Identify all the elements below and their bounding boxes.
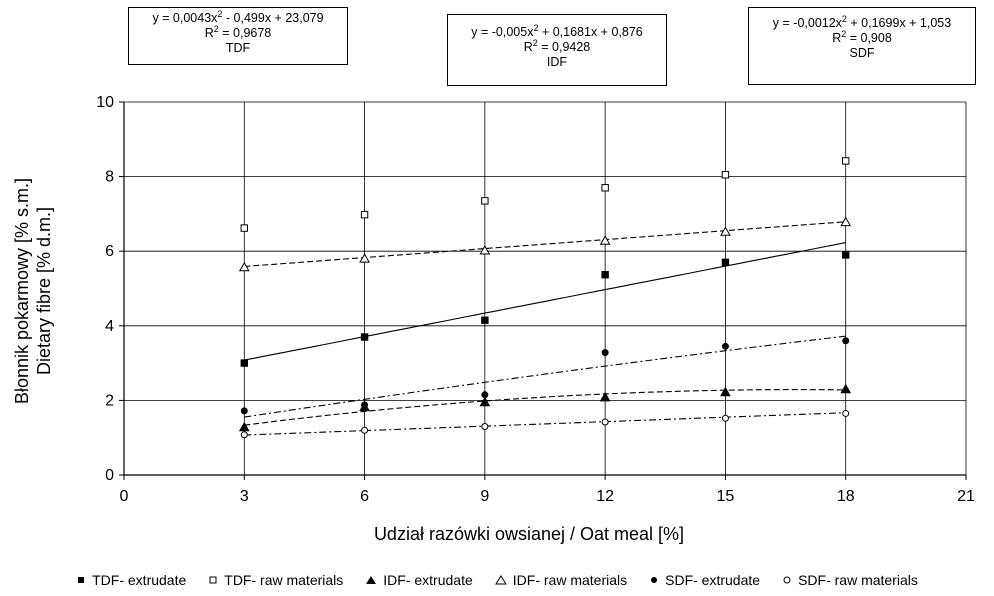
legend: TDF- extrudate TDF- raw materials IDF- e… [0, 572, 994, 588]
legend-label: TDF- extrudate [92, 572, 187, 588]
y-tick-label: 6 [105, 243, 114, 260]
open-circle-marker-icon [783, 576, 791, 584]
x-tick-label: 3 [240, 488, 249, 505]
x-tick-label: 21 [957, 488, 975, 505]
data-point-circle [721, 414, 729, 422]
trendline [244, 242, 846, 361]
data-point-triangle [479, 396, 491, 407]
r-squared-text: = 0,908 [846, 31, 892, 45]
data-point-triangle [840, 216, 852, 227]
y-tick-label: 2 [105, 392, 114, 409]
x-tick-label: 12 [596, 488, 614, 505]
r-squared-text: = 0,9678 [218, 26, 272, 40]
data-point-square [240, 359, 248, 367]
data-point-triangle [599, 235, 611, 245]
chart-canvas: 0 2 4 6 8 10 0 3 6 9 12 15 18 21 Udział razówki owsia… [12, 94, 975, 544]
y-axis-label-line2: Dietary fibre [% d.m.] [34, 207, 54, 375]
legend-item-sdf-raw: SDF- raw materials [782, 572, 918, 588]
data-points [238, 157, 852, 439]
y-tick-label: 0 [105, 467, 114, 484]
data-point-triangle [238, 421, 250, 432]
x-tick-label: 9 [480, 488, 489, 505]
data-point-circle [240, 431, 248, 439]
data-point-square [601, 270, 609, 279]
legend-label: SDF- raw materials [798, 572, 918, 588]
equation-label: IDF [546, 55, 568, 69]
r-squared-text: = 0,9428 [537, 40, 591, 54]
tick-labels: 0 2 4 6 8 10 0 3 6 9 12 15 18 21 [96, 94, 975, 505]
open-square-marker-icon [209, 576, 217, 584]
data-point-square [360, 210, 369, 219]
filled-circle-marker-icon [651, 577, 658, 583]
grid-lines [124, 101, 967, 476]
equation-box-tdf: y = 0,0043x2 - 0,499x + 23,079 R2 = 0,96… [128, 7, 348, 65]
legend-label: IDF- raw materials [512, 572, 628, 588]
data-point-square [721, 171, 730, 179]
y-tick-label: 8 [105, 169, 114, 186]
legend-item-idf-extrudate: IDF- extrudate [365, 572, 473, 588]
legend-label: IDF- extrudate [383, 572, 473, 588]
equation-text: y = 0,0043x [152, 11, 218, 25]
data-point-circle [361, 401, 369, 409]
data-point-square [240, 224, 248, 232]
data-point-triangle [720, 226, 731, 236]
x-tick-label: 6 [360, 488, 369, 505]
x-tick-label: 18 [837, 488, 855, 505]
data-point-circle [481, 423, 489, 431]
trendlines [244, 221, 846, 436]
trendline [244, 412, 846, 436]
data-point-square [601, 184, 609, 192]
legend-item-tdf-extrudate: TDF- extrudate [76, 572, 186, 588]
filled-square-marker-icon [78, 577, 85, 583]
data-point-circle [842, 409, 850, 417]
equation-label: TDF [225, 41, 251, 55]
data-point-triangle [599, 391, 611, 402]
legend-item-sdf-extrudate: SDF- extrudate [649, 572, 760, 588]
equation-text: - 0,499x + 23,079 [222, 11, 324, 25]
data-point-circle [481, 391, 489, 399]
data-point-triangle [479, 244, 491, 255]
equation-text: + 0,1699x + 1,053 [846, 16, 952, 30]
data-point-circle [842, 337, 850, 345]
equation-box-sdf: y = -0,0012x2 + 0,1699x + 1,053 R2 = 0,9… [748, 7, 976, 85]
equation-text: + 0,1681x + 0,876 [538, 25, 643, 39]
data-point-square [481, 316, 489, 324]
x-tick-label: 15 [717, 488, 735, 505]
data-point-circle [721, 342, 729, 350]
data-point-circle [361, 426, 369, 434]
data-point-square [481, 197, 489, 205]
trendline [244, 389, 846, 426]
trendline [244, 221, 846, 268]
data-point-circle [601, 349, 609, 357]
legend-item-tdf-raw: TDF- raw materials [208, 572, 343, 588]
open-triangle-marker-icon [494, 575, 507, 585]
equation-box-idf: y = -0,005x2 + 0,1681x + 0,876 R2 = 0,94… [447, 14, 667, 86]
data-point-square [842, 251, 850, 259]
y-axis-label-line1: Błonnik pokarmowy [% s.m.] [12, 178, 32, 404]
data-point-circle [240, 407, 248, 415]
data-point-square [842, 157, 850, 165]
legend-label: SDF- extrudate [665, 572, 761, 588]
data-point-square [721, 258, 730, 267]
data-point-triangle [238, 261, 250, 272]
y-tick-label: 10 [96, 94, 114, 111]
data-point-circle [601, 418, 609, 426]
filled-triangle-marker-icon [366, 576, 377, 584]
data-point-triangle [720, 386, 731, 397]
equation-text: y = -0,0012x [772, 16, 842, 30]
x-axis-label: Udział razówki owsianej / Oat meal [%] [374, 524, 684, 544]
legend-item-idf-raw: IDF- raw materials [494, 572, 628, 588]
data-point-triangle [840, 383, 852, 394]
trendline [244, 335, 846, 418]
legend-label: TDF- raw materials [224, 572, 344, 588]
equation-text: y = -0,005x [471, 25, 534, 39]
axes [119, 101, 967, 480]
equation-label: SDF [849, 46, 875, 60]
y-tick-label: 4 [105, 318, 114, 335]
data-point-square [360, 333, 369, 341]
data-point-triangle [359, 253, 370, 263]
x-tick-label: 0 [120, 488, 129, 505]
